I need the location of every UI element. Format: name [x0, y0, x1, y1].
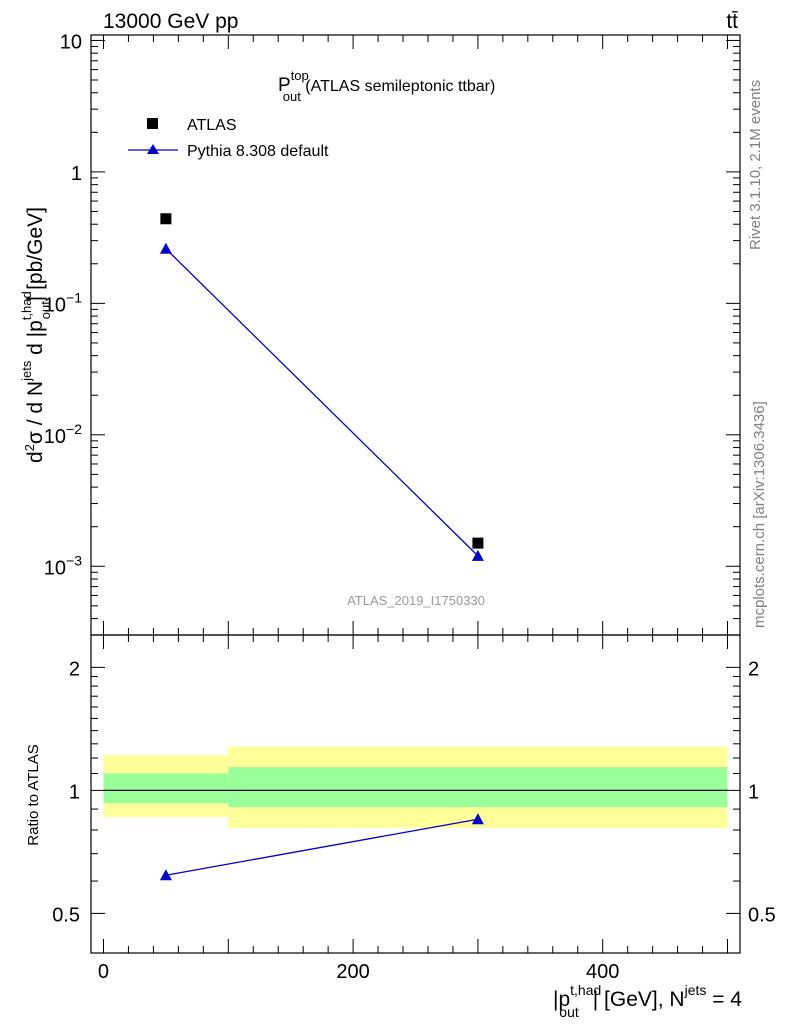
ratio-plot: 2 2 1 1 0.5 0.5 Ratio to ATLAS [25, 634, 776, 954]
ratio-y-tick-label-left: 0.5 [52, 904, 80, 926]
plot-title-sub: out [283, 89, 301, 104]
plot-title: Ptop out (ATLAS semileptonic ttbar) [278, 68, 495, 104]
legend: ATLAS Pythia 8.308 default [128, 117, 329, 160]
analysis-id: ATLAS_2019_I1750330 [347, 593, 485, 608]
plot-title-main: P [278, 75, 291, 96]
ratio-y-axis-label: Ratio to ATLAS [25, 744, 42, 845]
atlas-point [160, 213, 172, 225]
main-y-tick-label: 10−3 [44, 552, 82, 579]
legend-atlas-label: ATLAS [187, 117, 237, 134]
x-axis-tick-labels: 0 200 400 [98, 961, 619, 983]
main-y-tick-label: 10−2 [44, 421, 82, 448]
pythia-line [165, 248, 479, 557]
main-data-marks [159, 213, 484, 561]
ratio-pythia-point [471, 813, 484, 825]
ratio-uncertainty-bands [103, 746, 728, 828]
main-y-axis-label: d2σ / d Njets d |pt,had out| [pb/GeV] [19, 207, 53, 463]
ratio-inner-band [228, 767, 728, 808]
ratio-y-tick-label-right: 0.5 [748, 904, 776, 926]
pythia-point [159, 242, 172, 254]
atlas-point [472, 537, 484, 549]
main-plot: 10 1 10−1 10−2 10−3 Ptop out (ATLAS semilepto… [19, 31, 741, 636]
ratio-pythia-line [165, 818, 479, 876]
ratio-inner-band [103, 773, 229, 804]
x-tick-label: 200 [336, 961, 369, 983]
x-tick-label: 0 [98, 961, 109, 983]
ratio-y-tick-label-left: 1 [69, 781, 80, 803]
main-y-tick-label: 1 [71, 163, 82, 185]
pythia-point [471, 549, 484, 561]
main-ticks: 10 1 10−1 10−2 10−3 [44, 31, 740, 636]
legend-pythia-marker [147, 144, 159, 154]
ratio-ticks: 2 2 1 1 0.5 0.5 [52, 635, 776, 954]
ratio-y-tick-label-right: 2 [748, 658, 759, 680]
ratio-pythia-point [159, 869, 172, 881]
legend-pythia-label: Pythia 8.308 default [187, 143, 329, 160]
mcplots-label: mcplots.cern.ch [arXiv:1306.3436] [751, 401, 768, 628]
ratio-plot-frame [90, 634, 741, 954]
x-axis-label: |pt,had out| [GeV], Njets = 4 [553, 982, 742, 1020]
plot-title-sup: top [291, 68, 309, 83]
legend-atlas-marker [147, 118, 158, 129]
ratio-y-tick-label-right: 1 [748, 781, 759, 803]
ratio-data-marks [159, 813, 484, 881]
plot-title-rest: (ATLAS semileptonic ttbar) [301, 78, 495, 95]
main-y-tick-label: 10 [60, 31, 82, 53]
rivet-version-label: Rivet 3.1.10, 2.1M events [747, 80, 764, 250]
energy-label: 13000 GeV pp [103, 10, 238, 33]
x-tick-label: 400 [586, 961, 619, 983]
main-y-tick-label: 10−1 [44, 289, 82, 316]
process-label: tt̄ [726, 10, 738, 33]
ratio-y-tick-label-left: 2 [69, 658, 80, 680]
